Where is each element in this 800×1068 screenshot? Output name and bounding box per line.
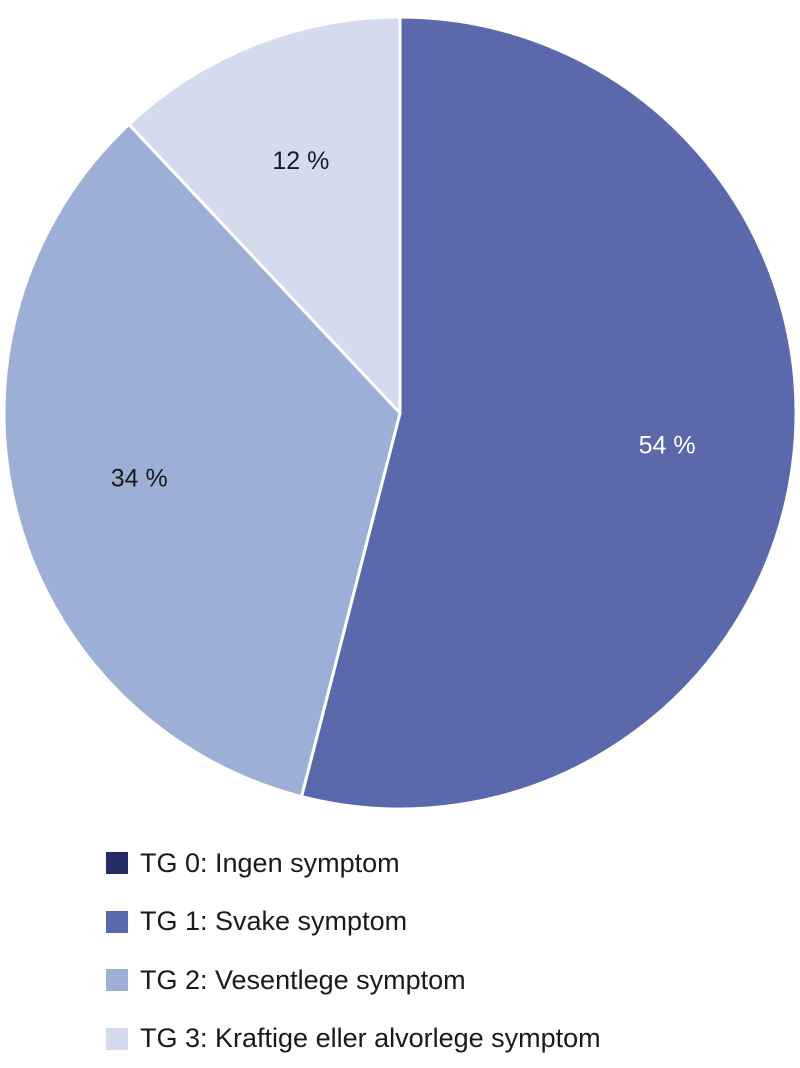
legend-label-3: TG 3: Kraftige eller alvorlege symptom [140,1023,601,1054]
legend-label-1: TG 1: Svake symptom [140,906,407,937]
slice-label-2: 34 % [111,465,168,493]
slice-label-3: 12 % [272,147,329,175]
legend-swatch-3 [106,1028,128,1050]
legend-label-0: TG 0: Ingen symptom [140,848,400,879]
legend-swatch-0 [106,852,128,874]
legend-item-0: TG 0: Ingen symptom [106,834,601,893]
legend: TG 0: Ingen symptom TG 1: Svake symptom TG… [106,834,601,1068]
legend-label-2: TG 2: Vesentlege symptom [140,965,466,996]
legend-item-3: TG 3: Kraftige eller alvorlege symptom [106,1010,601,1068]
pie-slices [4,17,796,809]
slice-label-1: 54 % [639,431,696,459]
legend-swatch-1 [106,911,128,933]
pie-chart: 54 % 34 % 12 % [0,0,800,830]
legend-swatch-2 [106,969,128,991]
legend-item-2: TG 2: Vesentlege symptom [106,951,601,1010]
legend-item-1: TG 1: Svake symptom [106,893,601,952]
